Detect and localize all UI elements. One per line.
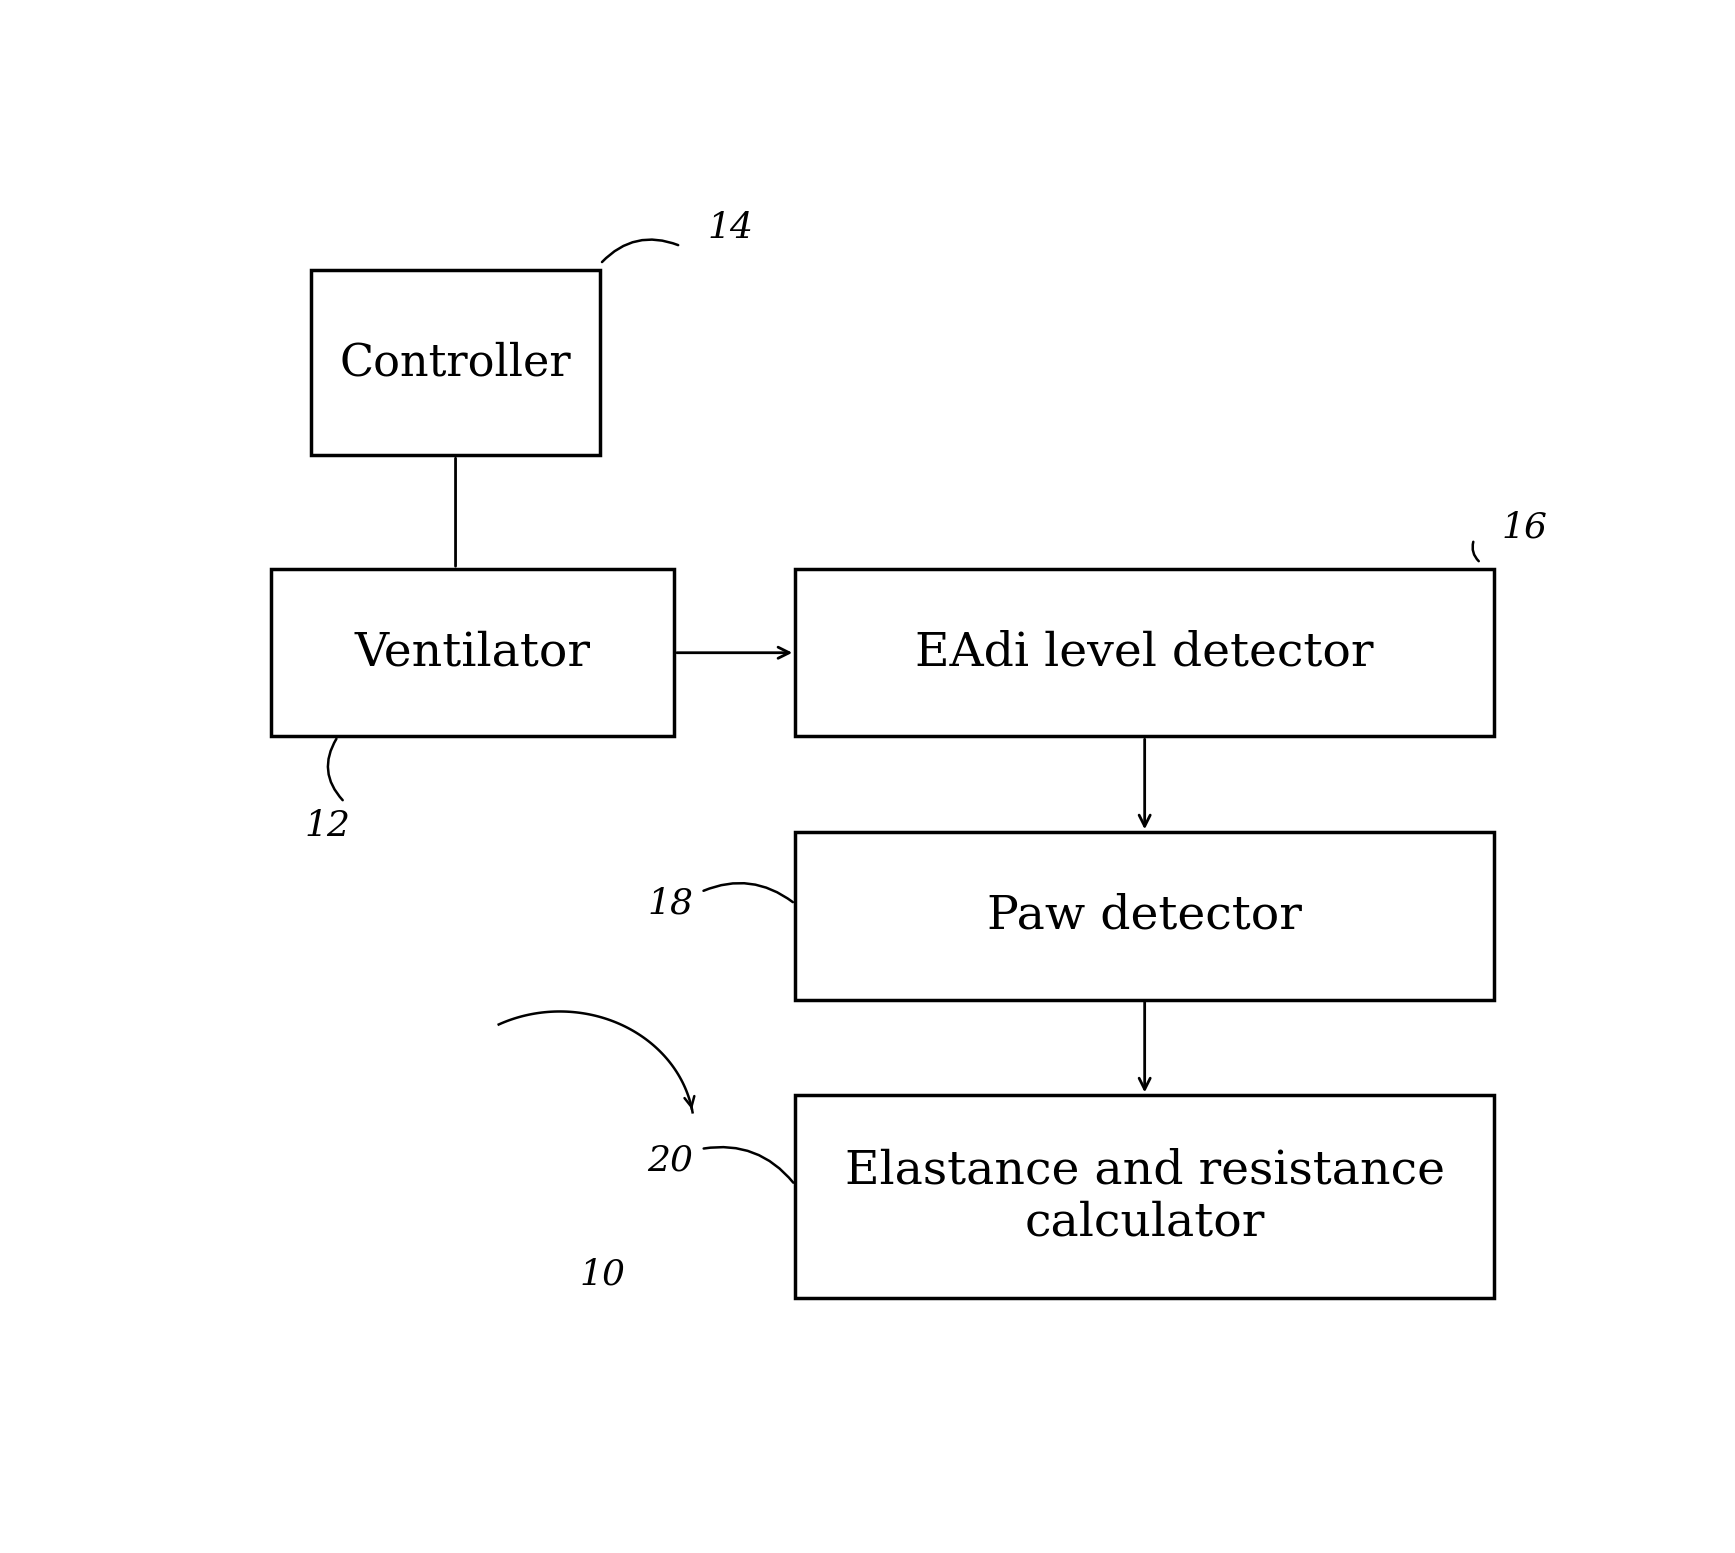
- Text: 18: 18: [647, 887, 694, 921]
- Bar: [795, 568, 1494, 736]
- Bar: [795, 1095, 1494, 1298]
- Text: 20: 20: [647, 1145, 694, 1177]
- Text: Controller: Controller: [340, 342, 571, 384]
- Text: 10: 10: [579, 1258, 626, 1292]
- Text: Elastance and resistance
calculator: Elastance and resistance calculator: [845, 1148, 1445, 1246]
- Text: Paw detector: Paw detector: [987, 893, 1301, 938]
- Bar: [311, 270, 600, 455]
- Text: Ventilator: Ventilator: [354, 631, 590, 676]
- Text: 14: 14: [708, 211, 753, 245]
- Text: EAdi level detector: EAdi level detector: [916, 631, 1374, 676]
- Bar: [795, 832, 1494, 1000]
- Text: 12: 12: [304, 809, 350, 843]
- Text: 16: 16: [1501, 511, 1548, 544]
- Bar: [271, 568, 673, 736]
